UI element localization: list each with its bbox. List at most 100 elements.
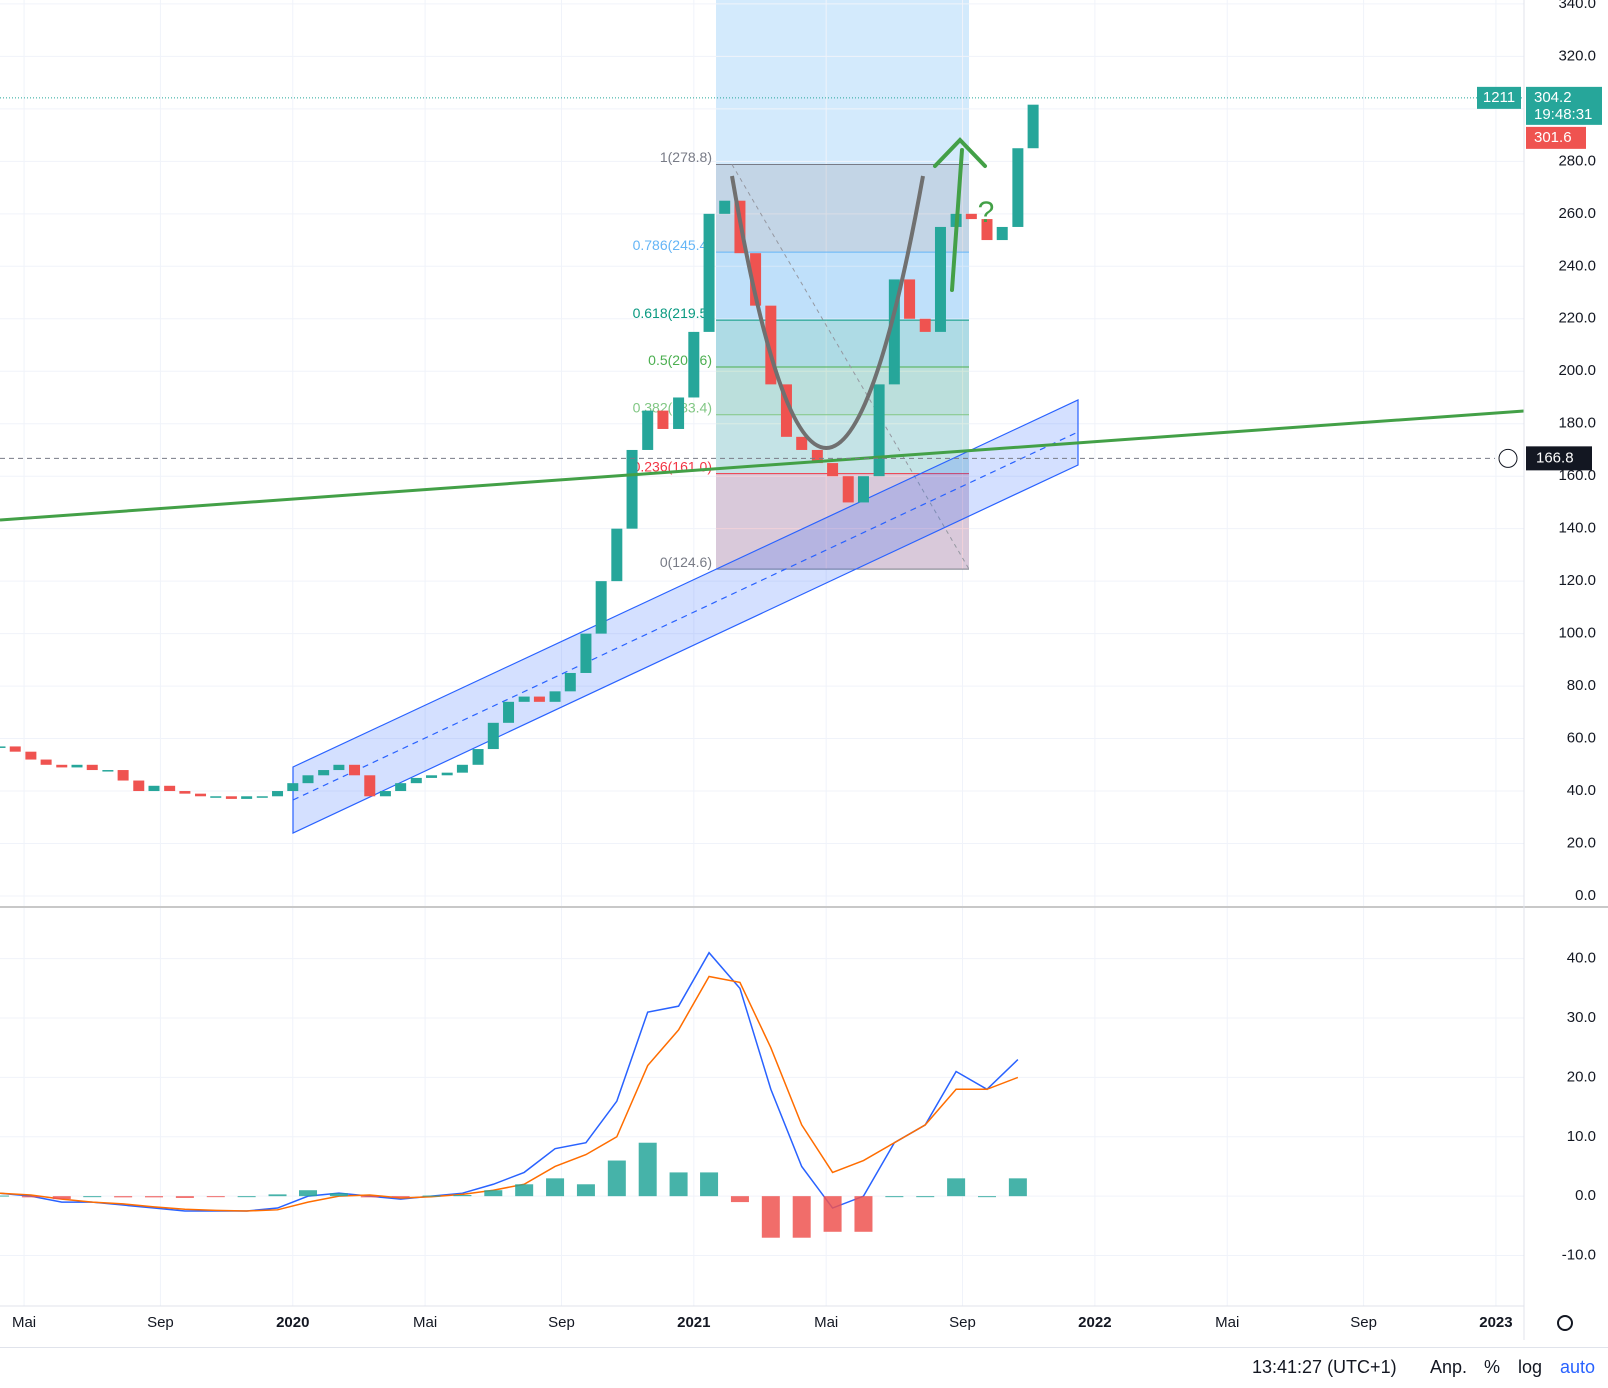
candle [981, 219, 993, 241]
candle [410, 777, 422, 784]
arrow-drawing [933, 137, 987, 292]
y-tick-label: 260.0 [1558, 205, 1596, 222]
clock: 13:41:27 (UTC+1) [1252, 1357, 1397, 1377]
fib-zone [716, 367, 969, 415]
fib-label: 0.5(201.6) [648, 352, 712, 368]
axes: Mai Sep 2020 Mai Sep 2021 Mai Sep 2022 Mai Sep 2023… [0, 0, 1602, 1331]
fib-label: 1(278.8) [660, 149, 712, 165]
candle [965, 213, 977, 220]
fib-zone [716, 414, 969, 474]
candle [302, 775, 314, 784]
candle [487, 722, 499, 750]
histogram-bar [21, 1196, 40, 1198]
candle [1012, 148, 1024, 227]
histogram-bar [422, 1195, 441, 1197]
x-tick-label: 2021 [677, 1314, 710, 1331]
x-tick-label: Mai [12, 1314, 36, 1331]
y-tick-label: 40.0 [1567, 950, 1596, 967]
y-tick-label: 100.0 [1558, 625, 1596, 642]
candle [318, 770, 330, 776]
y-tick-label: 120.0 [1558, 572, 1596, 589]
candle [9, 746, 21, 752]
histogram-bar [360, 1196, 379, 1198]
y-tick-label: 30.0 [1567, 1009, 1596, 1026]
histogram-bar [329, 1193, 348, 1197]
y-tick-label: 20.0 [1567, 1068, 1596, 1085]
candle [919, 318, 931, 332]
candle [379, 791, 391, 797]
fib-label: 0.786(245.4) [633, 237, 712, 253]
auto-toggle[interactable]: auto [1560, 1357, 1596, 1377]
y-tick-label: 240.0 [1558, 257, 1596, 274]
candle [549, 691, 561, 702]
candle [611, 528, 623, 582]
fib-zone [716, 164, 969, 253]
x-tick-label: Mai [814, 1314, 838, 1331]
candle [256, 796, 268, 798]
candle [133, 780, 145, 792]
histogram-bar [206, 1196, 225, 1198]
candle [148, 785, 160, 792]
histogram-bar [52, 1196, 71, 1200]
candle [765, 305, 777, 385]
y-tick-label: 0.0 [1575, 1187, 1596, 1204]
crosshair-label: 166.8 [1536, 449, 1574, 466]
fib-label: 0(124.6) [660, 554, 712, 570]
candle [102, 770, 114, 772]
y-tick-label: 180.0 [1558, 415, 1596, 432]
candle [364, 775, 376, 797]
candle [164, 785, 176, 792]
histogram-bar [761, 1196, 780, 1238]
candle [688, 331, 700, 398]
y-tick-label: 20.0 [1567, 834, 1596, 851]
candle [533, 696, 545, 702]
fib-label: 0.618(219.5) [633, 305, 712, 321]
histogram-bar [669, 1172, 688, 1197]
channel-midline [292, 431, 1079, 801]
x-tick-label: 2020 [276, 1314, 309, 1331]
candle [0, 746, 6, 748]
histogram-bar [916, 1196, 935, 1198]
y-tick-label: 80.0 [1567, 677, 1596, 694]
indicator-line [0, 975, 1019, 1212]
candle [888, 279, 900, 385]
histogram-bar [607, 1160, 626, 1197]
histogram-bar [83, 1196, 102, 1198]
prev-price-label: 301.6 [1534, 129, 1572, 146]
adjust-toggle[interactable]: Anp. [1430, 1357, 1468, 1377]
candle [1027, 104, 1039, 149]
candle [811, 449, 823, 464]
volume-tag: 1211 [1483, 89, 1515, 106]
histogram-bar [885, 1196, 904, 1198]
cup-drawing [730, 175, 925, 450]
y-tick-label: 40.0 [1567, 782, 1596, 799]
histogram-bar [391, 1196, 410, 1198]
candle [210, 796, 222, 798]
candle [842, 476, 854, 503]
candle [750, 253, 762, 306]
settings-icon[interactable] [1557, 1315, 1573, 1331]
histogram-bar [700, 1172, 719, 1197]
y-tick-label: 160.0 [1558, 467, 1596, 484]
candle [626, 449, 638, 529]
candle [719, 200, 731, 214]
histogram-bar [114, 1196, 133, 1198]
percent-toggle[interactable]: % [1484, 1357, 1501, 1377]
histogram-bar [515, 1184, 534, 1197]
candle [56, 764, 68, 768]
candle [333, 764, 345, 771]
crosshair-plus [1498, 448, 1518, 468]
histogram-bar [854, 1196, 873, 1232]
y-tick-label: 200.0 [1558, 362, 1596, 379]
log-toggle[interactable]: log [1518, 1357, 1543, 1377]
fib-trend [731, 164, 970, 570]
candle [71, 764, 83, 768]
candle [564, 672, 576, 692]
candle [456, 764, 468, 773]
histogram-bar [823, 1196, 842, 1232]
fib-zone [716, 320, 969, 368]
y-tick-label: 280.0 [1558, 152, 1596, 169]
histogram-bar [730, 1196, 749, 1203]
last-price-tag [1526, 86, 1602, 125]
candle [503, 701, 515, 723]
